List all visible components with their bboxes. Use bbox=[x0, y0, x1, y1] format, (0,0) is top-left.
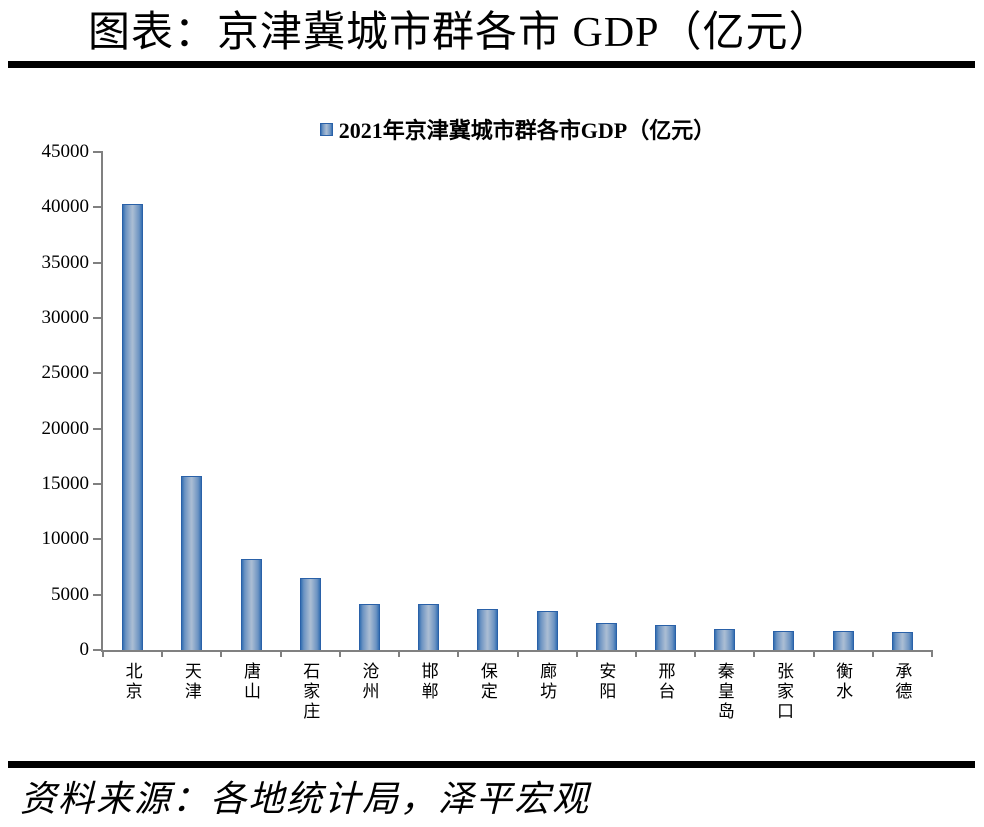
y-axis-tick bbox=[93, 372, 103, 375]
x-axis-tick bbox=[220, 650, 223, 657]
x-axis-tick bbox=[634, 650, 637, 657]
y-axis-tick bbox=[93, 427, 103, 430]
x-axis-tick bbox=[812, 650, 815, 657]
x-axis-category-label: 保定 bbox=[477, 662, 497, 702]
y-axis-tick bbox=[93, 317, 103, 319]
x-axis-category-label: 唐山 bbox=[241, 662, 261, 702]
bar bbox=[418, 604, 440, 650]
x-axis-category-label: 衡水 bbox=[833, 662, 853, 702]
bar bbox=[832, 631, 854, 650]
x-axis-category-label: 廊坊 bbox=[537, 662, 557, 702]
x-axis-category-label: 石家庄 bbox=[300, 662, 320, 722]
y-axis-tick-label: 35000 bbox=[41, 251, 90, 273]
x-axis-tick bbox=[398, 650, 401, 657]
x-axis-tick bbox=[279, 650, 282, 657]
y-axis-tick-label: 0 bbox=[79, 639, 90, 660]
x-axis-tick bbox=[753, 650, 756, 657]
y-axis-tick-label: 5000 bbox=[51, 583, 89, 605]
page-title: 图表：京津冀城市群各市 GDP（亿元） bbox=[88, 10, 832, 56]
y-axis-tick bbox=[93, 593, 103, 596]
x-axis-category-label: 沧州 bbox=[359, 662, 379, 702]
x-axis-category-label: 天津 bbox=[181, 662, 201, 702]
x-axis-category-label: 邢台 bbox=[655, 662, 675, 702]
y-axis-tick bbox=[93, 151, 103, 153]
bar bbox=[299, 578, 321, 650]
x-axis-tick bbox=[931, 650, 933, 657]
y-axis-tick bbox=[93, 206, 103, 209]
source-note: 资料来源：各地统计局，泽平宏观 bbox=[20, 779, 591, 819]
x-axis-tick bbox=[694, 650, 697, 657]
bar bbox=[891, 631, 913, 650]
y-axis-tick-label: 15000 bbox=[41, 473, 90, 494]
footer-divider bbox=[8, 761, 975, 768]
x-axis-category-label: 安阳 bbox=[596, 662, 616, 702]
bar bbox=[714, 629, 736, 650]
bar bbox=[773, 630, 795, 650]
bar bbox=[240, 558, 262, 650]
y-axis-tick-label: 40000 bbox=[41, 196, 90, 218]
y-axis-tick bbox=[93, 483, 103, 485]
bar bbox=[655, 625, 677, 650]
x-axis-tick bbox=[516, 650, 519, 657]
bar bbox=[477, 608, 499, 650]
x-axis-tick bbox=[102, 650, 104, 657]
x-axis-tick bbox=[338, 650, 341, 657]
x-axis-category-label: 张家口 bbox=[773, 662, 793, 722]
x-axis-category-label: 北京 bbox=[122, 662, 142, 702]
plot-area: 0 5000 10000 15000 20000 25000 30000 35000 40000… bbox=[42, 141, 933, 722]
x-axis-category-label: 秦皇岛 bbox=[714, 662, 734, 722]
legend-series-label: 2021年京津冀城市群各市GDP（亿元） bbox=[338, 118, 716, 143]
y-axis-tick-label: 20000 bbox=[41, 417, 90, 439]
bar bbox=[358, 603, 380, 650]
y-axis-tick bbox=[93, 538, 103, 541]
legend-marker-icon bbox=[319, 122, 333, 136]
x-axis-category-label: 承德 bbox=[892, 662, 912, 702]
chart-legend: 2021年京津冀城市群各市GDP（亿元） bbox=[103, 113, 932, 145]
bar bbox=[181, 476, 203, 650]
x-axis-tick bbox=[575, 650, 578, 657]
y-axis-tick-label: 10000 bbox=[41, 528, 90, 550]
y-axis-tick-label: 30000 bbox=[41, 307, 90, 328]
y-axis-tick bbox=[93, 261, 103, 264]
bar bbox=[536, 610, 558, 650]
bar bbox=[595, 623, 617, 650]
x-axis-category-label: 邯郸 bbox=[418, 662, 438, 702]
y-axis-tick-label: 25000 bbox=[41, 362, 90, 384]
y-axis-tick-label: 45000 bbox=[41, 141, 90, 162]
title-divider bbox=[8, 61, 975, 68]
x-axis-tick bbox=[457, 650, 460, 657]
bar bbox=[122, 204, 144, 650]
x-axis-tick bbox=[161, 650, 164, 657]
y-axis-tick bbox=[93, 649, 103, 651]
x-axis-tick bbox=[871, 650, 874, 657]
